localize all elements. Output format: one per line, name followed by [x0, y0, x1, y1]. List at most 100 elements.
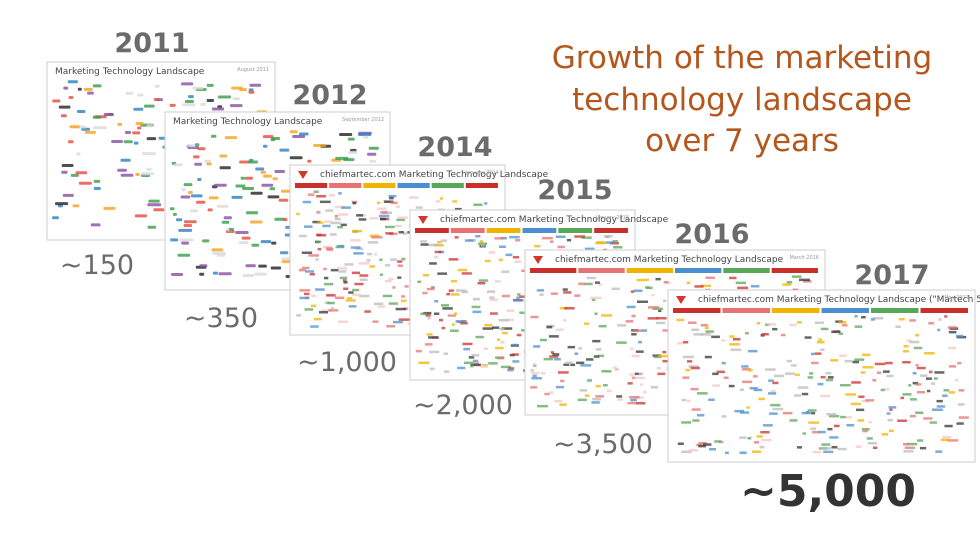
logo-tile: [76, 152, 81, 156]
logo-tile: [700, 324, 709, 327]
logo-tile: [426, 287, 435, 291]
logo-tile: [691, 328, 699, 331]
logo-tile: [797, 386, 809, 389]
logo-tile: [567, 345, 576, 349]
logo-tile: [367, 152, 377, 156]
logo-tile: [488, 362, 498, 365]
logo-tile: [658, 354, 668, 358]
logo-tile: [747, 437, 752, 440]
logo-tile: [833, 424, 840, 428]
logo-tile: [401, 295, 405, 298]
logo-tile: [390, 258, 397, 261]
logo-tile: [379, 258, 383, 261]
logo-tile: [719, 440, 724, 444]
logo-tile: [932, 408, 943, 411]
logo-tile: [934, 371, 945, 374]
logo-tile: [369, 265, 376, 268]
logo-tile: [652, 307, 663, 310]
logo-tile: [245, 264, 256, 268]
logo-tile: [219, 154, 228, 158]
logo-tile: [811, 411, 816, 415]
image-title: Marketing Technology Landscape: [55, 67, 205, 77]
logo-tile: [433, 255, 439, 259]
logo-tile: [686, 281, 691, 285]
logo-tile: [211, 248, 224, 252]
logo-tile: [435, 200, 441, 203]
logo-tile: [63, 86, 69, 90]
logo-tile: [531, 371, 540, 375]
logo-tile: [499, 327, 505, 331]
logo-tile: [865, 399, 875, 402]
logo-tile: [208, 196, 219, 200]
logo-tile: [506, 309, 515, 312]
logo-tile: [708, 398, 715, 401]
logo-tile: [584, 322, 590, 325]
logo-tile: [439, 318, 443, 322]
logo-tile: [254, 272, 267, 276]
logo-tile: [462, 342, 473, 346]
logo-tile: [850, 402, 861, 406]
logo-tile: [591, 401, 600, 404]
logo-tile: [146, 167, 152, 171]
logo-tile: [463, 347, 470, 351]
logo-tile: [515, 239, 521, 242]
logo-tile: [389, 196, 394, 200]
logo-tile: [592, 398, 601, 401]
logo-tile: [446, 292, 451, 296]
logo-tile: [378, 214, 390, 218]
logo-tile: [687, 321, 697, 324]
logo-tile: [440, 239, 447, 242]
logo-tile: [831, 446, 838, 449]
logo-tile: [617, 398, 623, 401]
logo-tile: [512, 256, 520, 259]
logo-tile: [654, 355, 662, 359]
logo-tile: [450, 329, 459, 332]
logo-tile: [242, 274, 255, 277]
logo-tile: [772, 381, 779, 385]
logo-tile: [359, 274, 369, 277]
logo-tile: [324, 282, 334, 286]
logo-tile: [498, 258, 503, 262]
logo-tile: [248, 160, 258, 164]
category-header: [450, 228, 485, 233]
logo-tile: [267, 195, 280, 199]
logo-tile: [260, 170, 267, 174]
image-date: January 2014: [465, 170, 499, 176]
logo-tile: [574, 294, 581, 297]
logo-tile: [842, 324, 848, 327]
logo-tile: [206, 99, 214, 102]
logo-tile: [219, 166, 231, 170]
logo-tile: [429, 262, 437, 265]
logo-tile: [942, 394, 948, 397]
logo-tile: [767, 323, 776, 326]
logo-tile: [125, 91, 134, 95]
logo-tile: [384, 279, 392, 283]
logo-tile: [512, 343, 518, 347]
logo-tile: [398, 216, 408, 219]
image-title: chiefmartec.com Marketing Technology Lan…: [440, 215, 669, 225]
logo-tile: [656, 317, 667, 320]
logo-tile: [263, 144, 268, 148]
logo-tile: [630, 347, 634, 350]
logo-tile: [133, 107, 144, 111]
logo-tile: [629, 396, 640, 399]
logo-tile: [817, 382, 824, 386]
logo-tile: [350, 246, 361, 249]
logo-tile: [505, 253, 513, 257]
logo-tile: [501, 270, 510, 273]
logo-tile: [248, 88, 254, 92]
logo-tile: [557, 245, 565, 249]
logo-tile: [324, 220, 333, 223]
logo-tile: [212, 251, 226, 255]
logo-tile: [555, 385, 564, 389]
count-label: ~1,000: [297, 347, 397, 378]
logo-tile: [938, 318, 942, 321]
logo-tile: [825, 378, 834, 382]
logo-tile: [482, 327, 494, 330]
logo-tile: [888, 406, 897, 409]
logo-tile: [570, 363, 576, 367]
logo-tile: [760, 438, 772, 442]
logo-tile: [369, 159, 376, 163]
logo-tile: [698, 441, 707, 445]
year-label: 2015: [537, 175, 612, 206]
